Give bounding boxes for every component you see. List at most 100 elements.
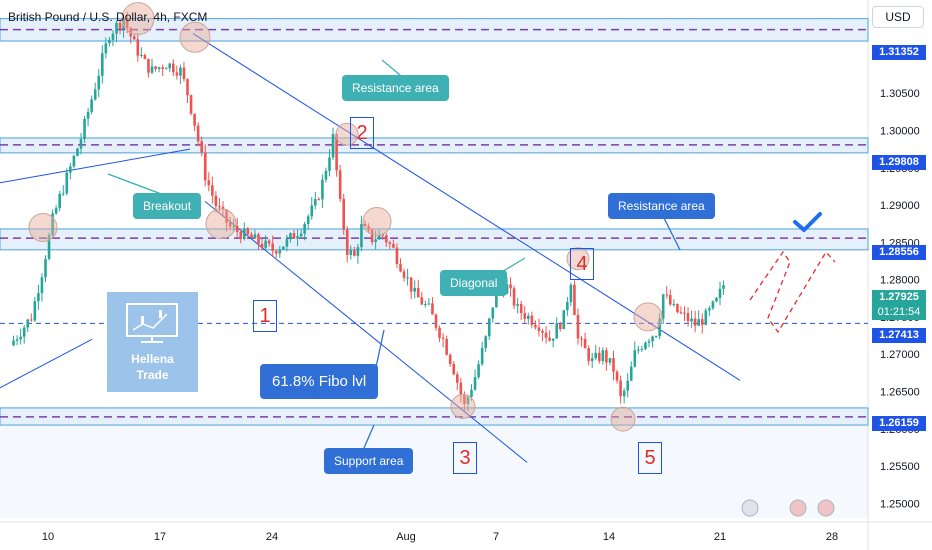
projection-path: [749, 250, 836, 334]
candle-body: [619, 380, 622, 397]
candle-body: [306, 216, 310, 224]
candle-body: [260, 243, 264, 248]
price-tag-1: 1.31352: [872, 45, 926, 60]
swing-circle: [362, 206, 392, 236]
x-tick-label: 7: [493, 531, 499, 543]
candle-body: [686, 313, 690, 322]
wave-number-1: 1: [253, 300, 277, 332]
candle-body: [445, 338, 448, 355]
candle-body: [97, 75, 101, 90]
candle-body: [647, 341, 651, 343]
candle-body: [438, 327, 441, 338]
candle-body: [544, 332, 548, 338]
candle-body: [196, 125, 200, 142]
candle-body: [331, 134, 335, 158]
candle-body: [637, 349, 640, 351]
logo-line-1: Hellena: [131, 352, 174, 366]
candle-body: [338, 170, 342, 199]
candle-body: [324, 170, 328, 180]
candle-body: [321, 179, 324, 200]
candle-body: [140, 55, 143, 57]
resistance-area-label-right: Resistance area: [608, 193, 715, 219]
candle-body: [243, 228, 246, 240]
candle-body: [285, 239, 289, 247]
price-axis-background: [868, 0, 932, 550]
candle-body: [239, 231, 243, 240]
candle-body: [232, 225, 235, 227]
candle-body: [51, 213, 54, 236]
candle-body: [598, 352, 601, 362]
candle-body: [519, 304, 523, 314]
candle-body: [583, 338, 587, 349]
candle-body: [615, 371, 619, 381]
candle-body: [356, 247, 360, 256]
candle-body: [90, 99, 93, 112]
candle-body: [409, 277, 413, 292]
candle-body: [590, 358, 594, 362]
candle-body: [711, 301, 715, 309]
price-tag-3: 1.28556: [872, 245, 926, 260]
wave-number-2: 2: [350, 117, 374, 149]
candle-body: [459, 382, 463, 395]
candle-body: [274, 250, 278, 254]
candle-body: [189, 95, 193, 114]
candle-body: [541, 331, 544, 333]
callout-pointer-resistance: [663, 217, 681, 251]
y-tick-label: 1.29000: [880, 200, 920, 212]
candle-body: [143, 55, 147, 59]
candle-body: [558, 323, 562, 329]
candle-body: [388, 242, 392, 244]
candle-body: [381, 234, 385, 236]
candle-body: [221, 206, 225, 210]
candle-body: [491, 307, 495, 319]
candle-body: [512, 288, 516, 306]
candle-body: [47, 235, 51, 259]
lower-trend: [0, 338, 93, 389]
candle-body: [569, 284, 573, 302]
candle-body: [61, 193, 65, 195]
candle-body: [193, 113, 196, 126]
candle-body: [509, 284, 512, 289]
y-tick-label: 1.28000: [880, 275, 920, 287]
candle-body: [58, 193, 61, 209]
candle-body: [154, 66, 157, 70]
candle-body: [629, 366, 633, 381]
candle-body: [267, 240, 271, 244]
candle-body: [534, 324, 537, 328]
candle-body: [463, 394, 466, 405]
candle-body: [83, 118, 86, 140]
candle-body: [406, 277, 409, 279]
level-band-2: [0, 228, 869, 251]
candle-body: [395, 247, 399, 264]
candle-body: [250, 234, 253, 239]
candle-body: [22, 327, 26, 337]
candle-body: [427, 303, 431, 305]
candle-body: [33, 301, 37, 321]
y-tick-label: 1.25500: [880, 461, 920, 473]
candle-body: [392, 243, 395, 248]
candle-body: [555, 323, 558, 339]
price-tag-current: 1.27925: [872, 290, 926, 305]
candle-body: [601, 350, 605, 362]
candle-body: [722, 285, 725, 289]
checkmark-icon: [793, 212, 822, 232]
candle-body: [30, 319, 33, 321]
candle-body: [523, 313, 527, 319]
candle-body: [342, 198, 345, 230]
currency-button[interactable]: USD: [872, 6, 924, 28]
candle-body: [292, 233, 296, 239]
candle-body: [385, 235, 388, 243]
candle-body: [303, 223, 306, 234]
candle-body: [264, 240, 267, 248]
candle-body: [15, 339, 19, 341]
candle-body: [147, 58, 150, 73]
swing-circle: [450, 393, 476, 419]
candle-body: [310, 205, 314, 217]
candle-body: [296, 236, 299, 239]
candle-body: [594, 352, 598, 359]
hellena-trade-logo: Hellena Trade: [107, 292, 198, 392]
candle-body: [626, 380, 629, 391]
candle-body: [179, 67, 182, 76]
candle-body: [203, 152, 207, 181]
candle-body: [700, 319, 704, 325]
